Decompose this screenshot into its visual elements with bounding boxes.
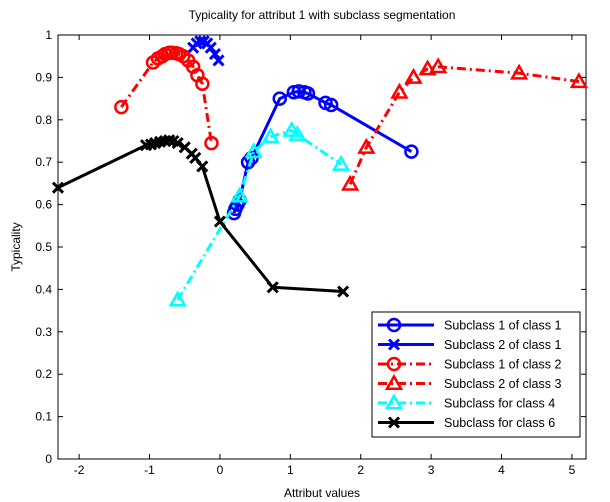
legend-entry: Subclass 2 of class 3: [378, 373, 561, 391]
series-6-marker: [51, 181, 65, 194]
series-5-marker: [168, 290, 187, 307]
legend: Subclass 1 of class 1 Subclass 2 of class…: [371, 311, 581, 438]
y-tick-label: 0.3: [35, 325, 52, 339]
series-1-marker: [300, 86, 316, 101]
series-4-marker: [429, 57, 448, 74]
x-tick-label: 2: [357, 463, 364, 477]
x-tick-label: 1: [287, 463, 294, 477]
legend-marker: [386, 356, 402, 372]
series-5: [168, 120, 351, 307]
series-5-line: [176, 128, 342, 301]
series-6-marker: [266, 281, 279, 294]
series-4-marker: [341, 174, 360, 191]
series-2-marker: [204, 41, 217, 54]
legend-marker: [384, 393, 404, 410]
series-6: [51, 134, 350, 298]
legend-marker: [387, 338, 401, 351]
x-axis-label: Attribut values: [284, 486, 360, 500]
series-1-marker: [323, 97, 339, 113]
legend-entry: Subclass for class 6: [378, 416, 555, 430]
series-2: [187, 35, 225, 67]
x-tick-label: 0: [217, 463, 224, 477]
series-4-marker: [569, 72, 589, 89]
series-4-marker: [404, 67, 423, 84]
y-tick-label: 1: [45, 28, 52, 42]
legend-marker: [384, 373, 404, 390]
y-tick-label: 0.1: [35, 410, 52, 424]
series-3: [114, 45, 219, 151]
series-6-marker: [337, 285, 350, 298]
legend-entry: Subclass 2 of class 1: [378, 338, 561, 352]
tick-labels: -2 -1 0 1 2 3 4 5 0 0.1 0.2 0.3 0.4 0.5 0.6 0.7 0.8 0.9 1: [35, 28, 575, 477]
series-4: [341, 57, 589, 191]
x-tick-label: -2: [74, 463, 85, 477]
y-axis-label: Typicality: [9, 222, 23, 271]
x-tick-label: 4: [498, 463, 505, 477]
series-4-marker: [418, 59, 437, 76]
series-5-marker: [288, 125, 307, 142]
y-tick-label: 0.7: [35, 155, 52, 169]
y-tick-label: 0.6: [35, 198, 52, 212]
y-tick-label: 0.9: [35, 70, 52, 84]
series-1: [226, 84, 419, 221]
legend-marker: [387, 416, 401, 429]
y-tick-label: 0.5: [35, 240, 52, 254]
legend-label: Subclass 2 of class 1: [444, 338, 561, 352]
series-1-marker: [404, 144, 419, 159]
y-tick-label: 0.8: [35, 113, 52, 127]
legend-label: Subclass 1 of class 1: [444, 319, 561, 333]
y-tick-label: 0.2: [35, 367, 52, 381]
series-4-marker: [390, 82, 409, 99]
legend-entry: Subclass 1 of class 1: [378, 317, 561, 333]
legend-marker: [386, 317, 402, 333]
legend-label: Subclass 2 of class 3: [444, 377, 561, 391]
chart-title: Typicality for attribut 1 with subclass …: [189, 8, 456, 22]
x-tick-label: -1: [144, 463, 155, 477]
legend-entry: Subclass 1 of class 2: [378, 356, 561, 372]
series-5-marker: [331, 154, 351, 171]
legend-label: Subclass for class 6: [444, 416, 555, 430]
series-3-marker: [204, 135, 219, 151]
series-1-marker: [291, 84, 307, 99]
series-layer: [51, 35, 589, 307]
series-5-marker: [261, 127, 280, 144]
y-tick-label: 0: [45, 452, 52, 466]
x-tick-label: 5: [569, 463, 576, 477]
series-2-marker: [208, 48, 222, 61]
y-tick-label: 0.4: [35, 282, 52, 296]
series-3-marker: [114, 99, 129, 115]
series-5-marker: [244, 142, 263, 159]
series-2-marker: [212, 54, 225, 67]
axis-ticks: [58, 34, 586, 460]
legend-label: Subclass 1 of class 2: [444, 358, 561, 372]
series-6-marker: [196, 160, 209, 173]
series-5-marker: [230, 186, 249, 203]
x-tick-label: 3: [428, 463, 435, 477]
series-4-marker: [357, 137, 376, 154]
series-6-marker: [171, 137, 184, 150]
series-4-marker: [509, 63, 529, 80]
series-3-marker: [195, 76, 210, 92]
legend-entry: Subclass for class 4: [378, 393, 555, 411]
legend-box: [371, 311, 581, 438]
legend-label: Subclass for class 4: [444, 397, 555, 411]
series-1-marker: [272, 91, 288, 106]
series-6-marker: [213, 215, 226, 228]
